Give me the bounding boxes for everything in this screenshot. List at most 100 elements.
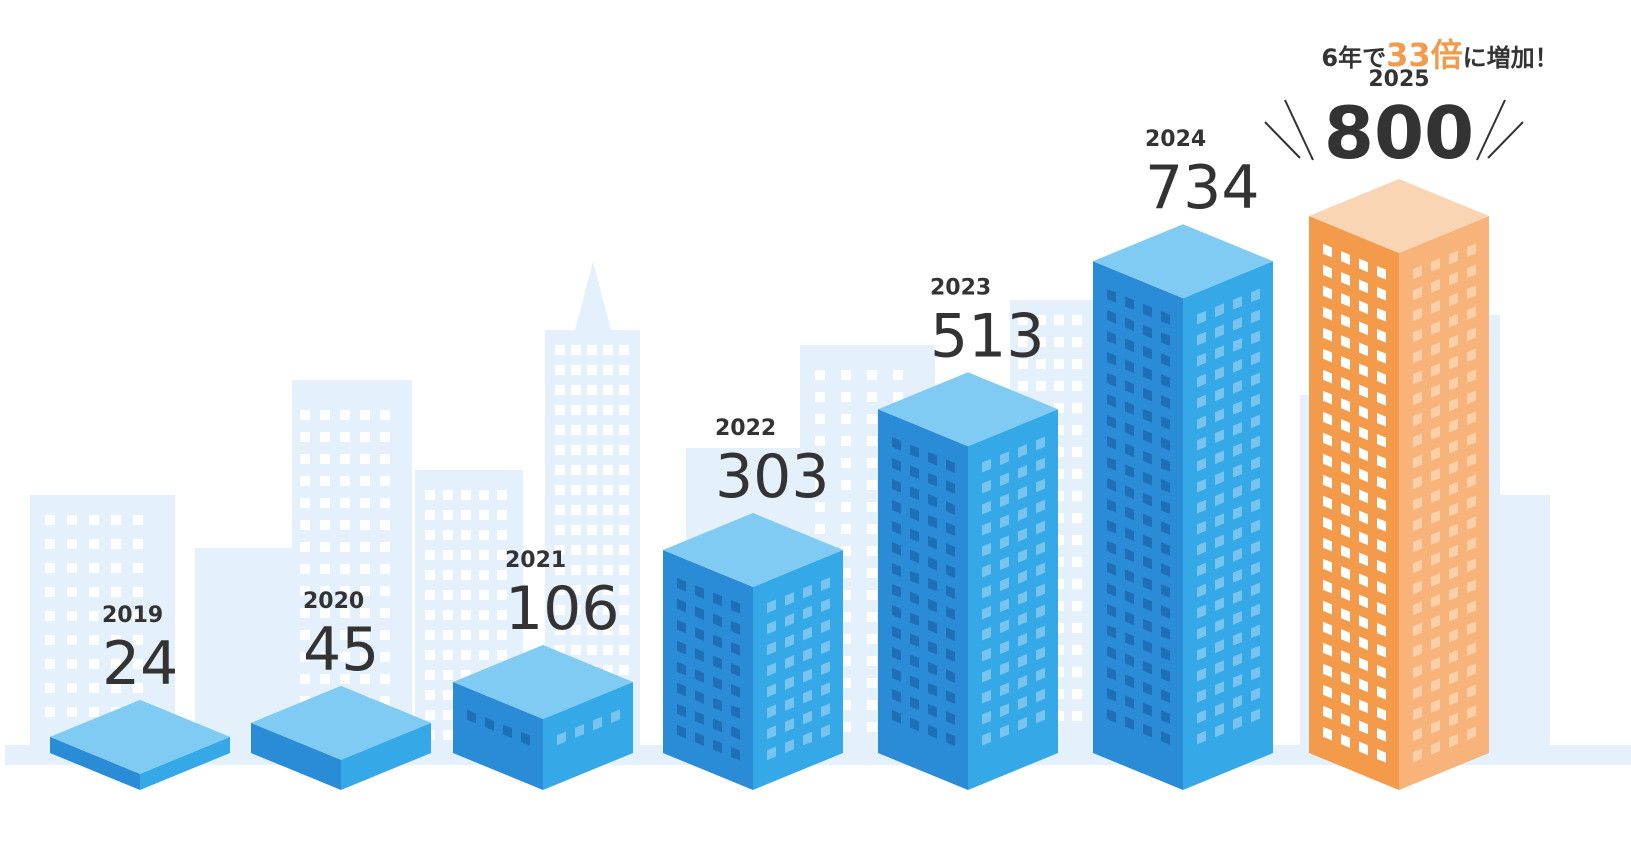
skyline-window — [867, 700, 877, 710]
bar-window — [946, 627, 955, 641]
bar-window — [767, 620, 776, 635]
skyline-window — [867, 436, 877, 446]
bar-window — [1000, 724, 1009, 739]
bar-window — [593, 716, 602, 731]
bar-window — [821, 703, 830, 718]
skyline-window — [89, 539, 99, 549]
bar-window — [1251, 645, 1260, 660]
bar-window — [1359, 468, 1368, 483]
bar-window — [1251, 687, 1260, 702]
skyline-window — [320, 586, 330, 596]
bar-window — [1413, 580, 1422, 595]
bar-window — [892, 479, 901, 493]
bar-window — [1359, 321, 1368, 336]
year-label: 2024 — [1145, 127, 1206, 152]
skyline-window — [300, 454, 310, 464]
bar-window — [910, 633, 919, 648]
bar-window — [821, 577, 830, 592]
bar-window — [611, 709, 620, 724]
bar-window — [1161, 731, 1170, 745]
bar-window — [1359, 258, 1368, 273]
bar-window — [1125, 359, 1134, 374]
bar-window — [1125, 506, 1134, 521]
bar-window — [1215, 555, 1224, 570]
bar-window — [1233, 295, 1242, 310]
skyline-window — [841, 480, 851, 490]
bar-window — [1107, 666, 1116, 681]
building-bar-2023 — [878, 372, 1058, 790]
year-label: 2021 — [505, 548, 566, 573]
bar-window — [1449, 607, 1458, 622]
bar-window — [1377, 559, 1386, 574]
bar-window — [1143, 639, 1152, 654]
bar-window — [1413, 496, 1422, 511]
bar-window — [1251, 330, 1260, 345]
bar-window — [1125, 401, 1134, 416]
bar-window — [1233, 358, 1242, 373]
bar-window — [1467, 369, 1476, 384]
bar-window — [1197, 331, 1206, 346]
bar-window — [1197, 541, 1206, 556]
bar-window — [1323, 243, 1332, 258]
building-bar-2019 — [50, 699, 230, 790]
bar-window — [1323, 537, 1332, 552]
skyline-window — [893, 392, 903, 402]
bar-window — [946, 606, 955, 620]
bar-window — [1359, 615, 1368, 630]
bar-window — [910, 528, 919, 543]
bar-window — [1341, 587, 1350, 601]
bar-window — [1377, 538, 1386, 553]
skyline-window — [300, 564, 310, 574]
bar-window — [1000, 661, 1009, 676]
bar-window — [1107, 561, 1116, 576]
bar-window — [1125, 674, 1134, 689]
bar-window — [910, 675, 919, 690]
building-bar-2021 — [453, 644, 633, 790]
bar-window — [1125, 695, 1134, 710]
bar-window — [910, 486, 919, 501]
highlight-burst — [1264, 99, 1524, 161]
bar-top-face — [50, 699, 230, 774]
bar-window — [1323, 285, 1332, 300]
bar-window — [1000, 682, 1009, 697]
bar-window — [1143, 555, 1152, 570]
skyline-window — [67, 635, 77, 645]
bar-window — [695, 648, 704, 662]
bar-window — [946, 585, 955, 599]
skyline-window — [619, 605, 629, 615]
bar-window — [1341, 650, 1350, 664]
bar-window — [1143, 702, 1152, 717]
bar-window — [1233, 652, 1242, 667]
value-label: 24 — [102, 629, 178, 699]
bar-window — [1431, 321, 1440, 335]
skyline-window — [619, 625, 629, 635]
bar-window — [1161, 500, 1170, 514]
bar-window — [1323, 684, 1332, 699]
skyline-window — [320, 652, 330, 662]
skyline-window — [587, 405, 597, 415]
skyline-window — [555, 405, 565, 415]
skyline-window — [479, 510, 489, 520]
skyline-window — [380, 652, 390, 662]
bar-window — [1161, 332, 1170, 346]
bar-window — [1377, 454, 1386, 469]
skyline-window — [360, 410, 370, 420]
skyline-window — [1072, 425, 1082, 435]
skyline-window — [443, 610, 453, 620]
bar-window — [677, 619, 686, 634]
skyline-window — [1072, 359, 1082, 369]
bar-window — [1431, 363, 1440, 377]
bar-window — [946, 711, 955, 725]
bar-window — [1233, 400, 1242, 415]
bar-window — [910, 549, 919, 564]
headline-highlight: 33倍 — [1386, 36, 1463, 74]
building-bar-2020 — [251, 685, 431, 790]
bar-window — [1233, 463, 1242, 478]
bar-window — [1449, 334, 1458, 349]
bar-window — [1431, 741, 1440, 755]
bar-window — [946, 732, 955, 746]
bar-window — [946, 543, 955, 557]
bar-window — [1143, 513, 1152, 528]
bar-window — [731, 725, 740, 740]
burst-line — [1264, 121, 1301, 159]
